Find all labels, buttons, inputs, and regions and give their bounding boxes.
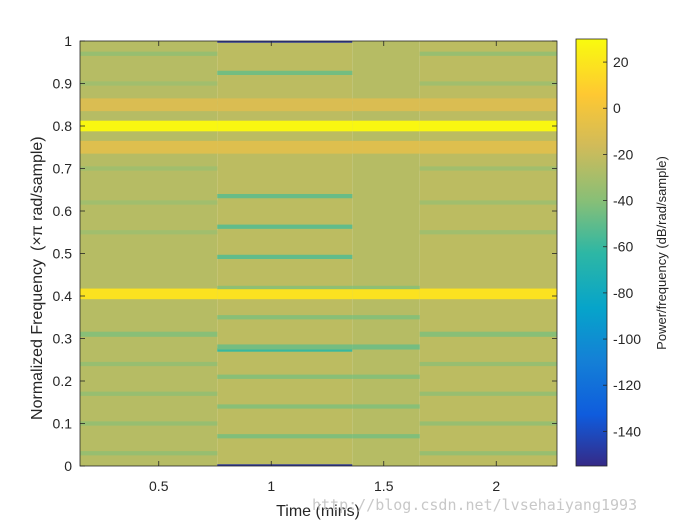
spectral-band [217,434,353,439]
y-tick-label: 0.6 [53,203,73,219]
y-tick-label: 0.4 [53,288,73,304]
spectral-band [217,288,353,300]
spectral-band [217,98,353,112]
y-tick-label: 1 [64,33,72,49]
spectral-band [217,315,353,320]
colorbar-tick-label: -80 [613,285,633,301]
spectral-band [80,166,218,171]
spectral-band [419,288,557,300]
spectral-band [80,331,218,337]
y-tick-label: 0.5 [53,246,73,262]
watermark-text: http://blog.csdn.net/lvsehaiyang1993 [312,496,637,514]
y-tick-label: 0.7 [53,161,73,177]
spectrogram-heatmap [80,41,557,466]
spectral-band [352,404,420,409]
spectral-band [419,361,557,367]
y-tick-label: 0.1 [53,416,73,432]
colorbar-ticks: 20 0 -20 -40 -60 -80 -100 -120 -140 [603,54,641,439]
spectral-band [80,81,218,86]
spectral-band [217,120,353,132]
spectral-band [217,374,353,379]
spectral-band [419,81,557,86]
spectral-band [217,348,353,352]
heatmap-segment [217,41,353,466]
spectral-band [352,434,420,439]
spectral-band [80,120,218,132]
heatmap-segment [352,41,420,466]
spectral-band [419,166,557,171]
colorbar-tick-label: -60 [613,239,633,255]
y-axis-label: Normalized Frequency [29,259,46,420]
y-tick-label: 0.9 [53,76,73,92]
colorbar-label: Power/frequency (dB/rad/sample) [654,156,669,350]
y-tick-label: 0.3 [53,331,73,347]
spectral-band [217,285,353,290]
spectral-band [80,421,218,426]
spectral-band [217,464,353,466]
colorbar-tick-label: -40 [613,193,633,209]
spectral-band [352,374,420,379]
y-tick-label: 0.2 [53,373,73,389]
spectral-band [217,344,353,350]
spectral-band [419,391,557,396]
spectral-band [352,120,420,132]
x-axis-ticks: 0.5 1 1.5 2 [149,41,500,494]
spectral-band [419,421,557,426]
colorbar-frame [575,38,608,467]
spectral-band [419,230,557,235]
spectral-band [80,200,218,205]
spectral-band [80,98,218,112]
spectral-band [419,451,557,456]
spectral-band [217,194,353,199]
spectral-band [80,230,218,235]
colorbar-tick-label: 20 [613,54,629,70]
spectral-band [419,140,557,154]
spectral-band [80,361,218,367]
spectral-band [352,285,420,290]
x-tick-label: 2 [492,478,500,494]
spectral-band [217,404,353,409]
colorbar [576,39,607,466]
y-axis-unit: (×π rad/sample) [29,136,46,251]
spectral-band [80,140,218,154]
y-tick-label: 0 [64,458,72,474]
spectral-band [352,140,420,154]
spectral-band [80,391,218,396]
spectral-band [80,288,218,300]
spectral-band [352,344,420,350]
colorbar-tick-label: -120 [613,377,641,393]
spectral-band [419,51,557,56]
y-axis-label-group: Normalized Frequency (×π rad/sample) [29,136,46,420]
spectral-band [352,98,420,112]
spectral-band [80,51,218,56]
colorbar-tick-label: -140 [613,423,641,439]
spectral-band [352,315,420,320]
y-axis-ticks: 0 0.1 0.2 0.3 0.4 0.5 0.6 0.7 0.8 0.9 1 [53,33,557,474]
colorbar-tick-label: -20 [613,146,633,162]
colorbar-tick-label: 0 [613,100,621,116]
spectral-band [217,254,353,260]
spectral-band [217,41,353,43]
spectral-band [419,200,557,205]
spectral-band [217,224,353,229]
colorbar-tick-label: -100 [613,331,641,347]
x-axis-label: Time (mins) [276,503,360,520]
spectral-band [419,120,557,132]
x-tick-label: 0.5 [149,478,169,494]
x-tick-label: 1 [267,478,275,494]
spectral-band [419,331,557,337]
x-tick-label: 1.5 [374,478,394,494]
spectral-band [217,140,353,154]
spectral-band [419,98,557,112]
y-tick-label: 0.8 [53,118,73,134]
spectral-band [217,70,353,75]
spectral-band [80,451,218,456]
spectral-band [352,288,420,300]
